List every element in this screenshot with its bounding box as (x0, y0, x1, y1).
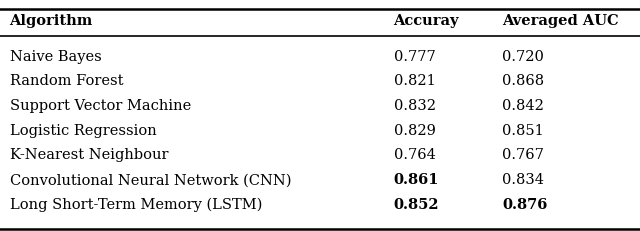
Text: 0.868: 0.868 (502, 74, 545, 88)
Text: 0.861: 0.861 (394, 173, 439, 187)
Text: Algorithm: Algorithm (10, 14, 93, 28)
Text: 0.876: 0.876 (502, 198, 548, 212)
Text: 0.829: 0.829 (394, 124, 435, 138)
Text: 0.767: 0.767 (502, 149, 544, 162)
Text: 0.832: 0.832 (394, 99, 436, 113)
Text: 0.821: 0.821 (394, 74, 435, 88)
Text: 0.720: 0.720 (502, 50, 544, 64)
Text: Random Forest: Random Forest (10, 74, 123, 88)
Text: 0.764: 0.764 (394, 149, 435, 162)
Text: 0.852: 0.852 (394, 198, 439, 212)
Text: Logistic Regression: Logistic Regression (10, 124, 156, 138)
Text: 0.777: 0.777 (394, 50, 435, 64)
Text: 0.851: 0.851 (502, 124, 544, 138)
Text: Accuray: Accuray (394, 14, 459, 28)
Text: K-Nearest Neighbour: K-Nearest Neighbour (10, 149, 168, 162)
Text: Convolutional Neural Network (CNN): Convolutional Neural Network (CNN) (10, 173, 291, 187)
Text: 0.842: 0.842 (502, 99, 544, 113)
Text: 0.834: 0.834 (502, 173, 545, 187)
Text: Naive Bayes: Naive Bayes (10, 50, 101, 64)
Text: Long Short-Term Memory (LSTM): Long Short-Term Memory (LSTM) (10, 198, 262, 212)
Text: Averaged AUC: Averaged AUC (502, 14, 619, 28)
Text: Support Vector Machine: Support Vector Machine (10, 99, 191, 113)
